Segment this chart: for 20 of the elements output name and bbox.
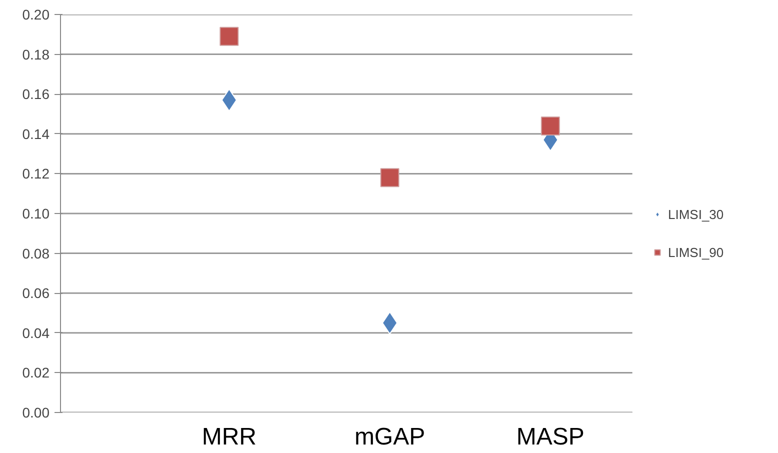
y-tick-label: 0.18 xyxy=(22,46,50,62)
y-tick-label: 0.08 xyxy=(22,245,50,262)
y-tick-label: 0.00 xyxy=(22,404,50,420)
y-tick-label: 0.10 xyxy=(22,206,50,222)
y-tick-label: 0.12 xyxy=(22,166,50,182)
y-tick-label: 0.20 xyxy=(22,6,50,22)
legend-label: LIMSI_30 xyxy=(668,206,724,222)
y-tick-label: 0.16 xyxy=(22,86,50,102)
x-tick-label: MASP xyxy=(516,424,584,450)
y-tick-label: 0.04 xyxy=(22,324,50,341)
x-tick-label: MRR xyxy=(202,424,256,450)
legend-label: LIMSI_90 xyxy=(668,244,724,260)
x-tick-label: mGAP xyxy=(354,424,426,450)
point xyxy=(380,168,400,188)
y-tick-label: 0.14 xyxy=(22,126,50,142)
y-tick-label: 0.06 xyxy=(22,285,50,302)
y-tick-label: 0.02 xyxy=(22,364,50,381)
point xyxy=(382,311,398,334)
point xyxy=(220,26,239,46)
point xyxy=(540,116,560,136)
